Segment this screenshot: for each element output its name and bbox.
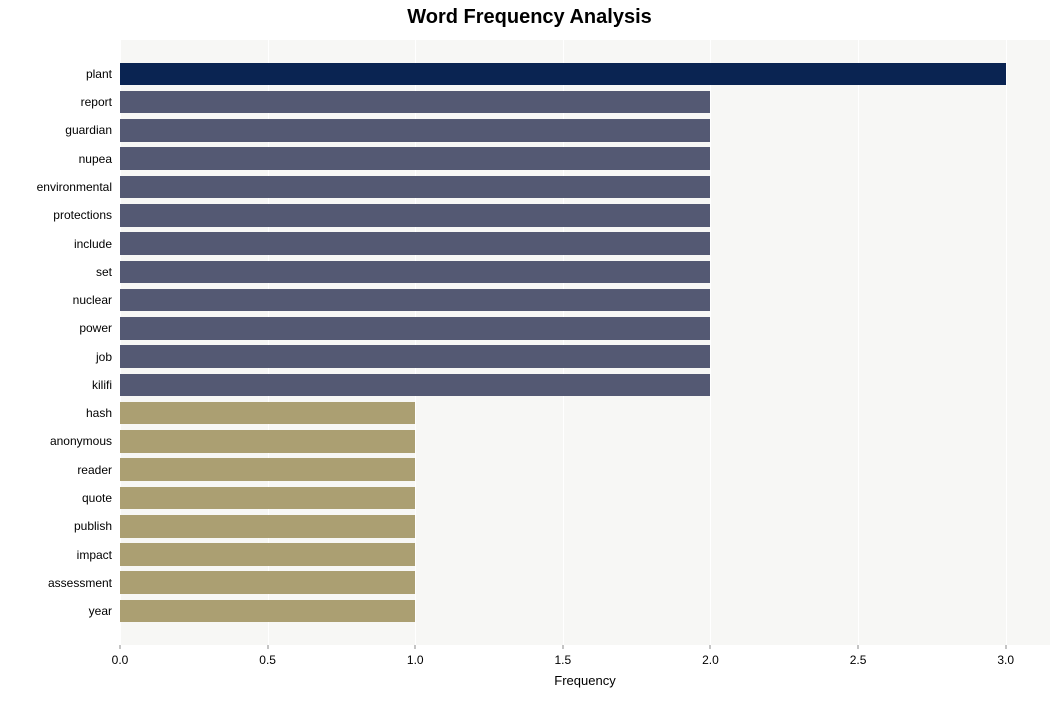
bar — [120, 317, 710, 340]
bar-row: anonymous — [120, 430, 1050, 453]
bar-row: protections — [120, 204, 1050, 227]
y-tick-label: nuclear — [73, 294, 120, 306]
bar-row: nupea — [120, 147, 1050, 170]
y-tick-label: report — [81, 96, 120, 108]
bar — [120, 91, 710, 114]
x-axis-title: Frequency — [554, 673, 615, 688]
y-tick-label: guardian — [65, 124, 120, 136]
y-tick-label: impact — [77, 549, 120, 561]
bar-row: reader — [120, 458, 1050, 481]
bar-row: assessment — [120, 571, 1050, 594]
word-frequency-chart: Word Frequency Analysis 0.00.51.01.52.02… — [0, 0, 1059, 701]
bar-row: job — [120, 345, 1050, 368]
bar — [120, 176, 710, 199]
x-tick-label: 3.0 — [997, 645, 1014, 667]
bar-row: report — [120, 91, 1050, 114]
bar — [120, 63, 1006, 86]
bar — [120, 289, 710, 312]
bar-row: power — [120, 317, 1050, 340]
x-tick-label: 2.0 — [702, 645, 719, 667]
bar-row: quote — [120, 487, 1050, 510]
x-tick-label: 1.0 — [407, 645, 424, 667]
x-tick-label: 0.0 — [112, 645, 129, 667]
bar-row: publish — [120, 515, 1050, 538]
bar — [120, 458, 415, 481]
y-tick-label: quote — [82, 492, 120, 504]
chart-title: Word Frequency Analysis — [0, 6, 1059, 29]
y-tick-label: protections — [53, 209, 120, 221]
bar — [120, 402, 415, 425]
bar — [120, 345, 710, 368]
bar — [120, 571, 415, 594]
y-tick-label: reader — [77, 464, 120, 476]
bar — [120, 261, 710, 284]
bar-row: kilifi — [120, 374, 1050, 397]
bar — [120, 430, 415, 453]
y-tick-label: job — [96, 351, 120, 363]
y-tick-label: include — [74, 238, 120, 250]
y-tick-label: year — [89, 605, 120, 617]
y-tick-label: kilifi — [92, 379, 120, 391]
bar — [120, 487, 415, 510]
x-tick-label: 0.5 — [259, 645, 276, 667]
y-tick-label: nupea — [79, 153, 120, 165]
bar-row: year — [120, 600, 1050, 623]
bar-row: plant — [120, 63, 1050, 86]
y-tick-label: plant — [86, 68, 120, 80]
x-tick-label: 2.5 — [850, 645, 867, 667]
y-tick-label: assessment — [48, 577, 120, 589]
y-tick-label: set — [96, 266, 120, 278]
bar — [120, 543, 415, 566]
y-tick-label: environmental — [37, 181, 120, 193]
bar-row: impact — [120, 543, 1050, 566]
bar-row: environmental — [120, 176, 1050, 199]
bar — [120, 147, 710, 170]
y-tick-label: power — [79, 322, 120, 334]
y-tick-label: publish — [74, 520, 120, 532]
plot-area: 0.00.51.01.52.02.53.0Frequencyplantrepor… — [120, 40, 1050, 645]
y-tick-label: anonymous — [50, 435, 120, 447]
bar — [120, 374, 710, 397]
x-tick-label: 1.5 — [555, 645, 572, 667]
bar-row: hash — [120, 402, 1050, 425]
bar — [120, 119, 710, 142]
bar-row: include — [120, 232, 1050, 255]
bar — [120, 515, 415, 538]
y-tick-label: hash — [86, 407, 120, 419]
bar-row: nuclear — [120, 289, 1050, 312]
bar-row: set — [120, 261, 1050, 284]
bar — [120, 232, 710, 255]
bar-row: guardian — [120, 119, 1050, 142]
bar — [120, 204, 710, 227]
bar — [120, 600, 415, 623]
